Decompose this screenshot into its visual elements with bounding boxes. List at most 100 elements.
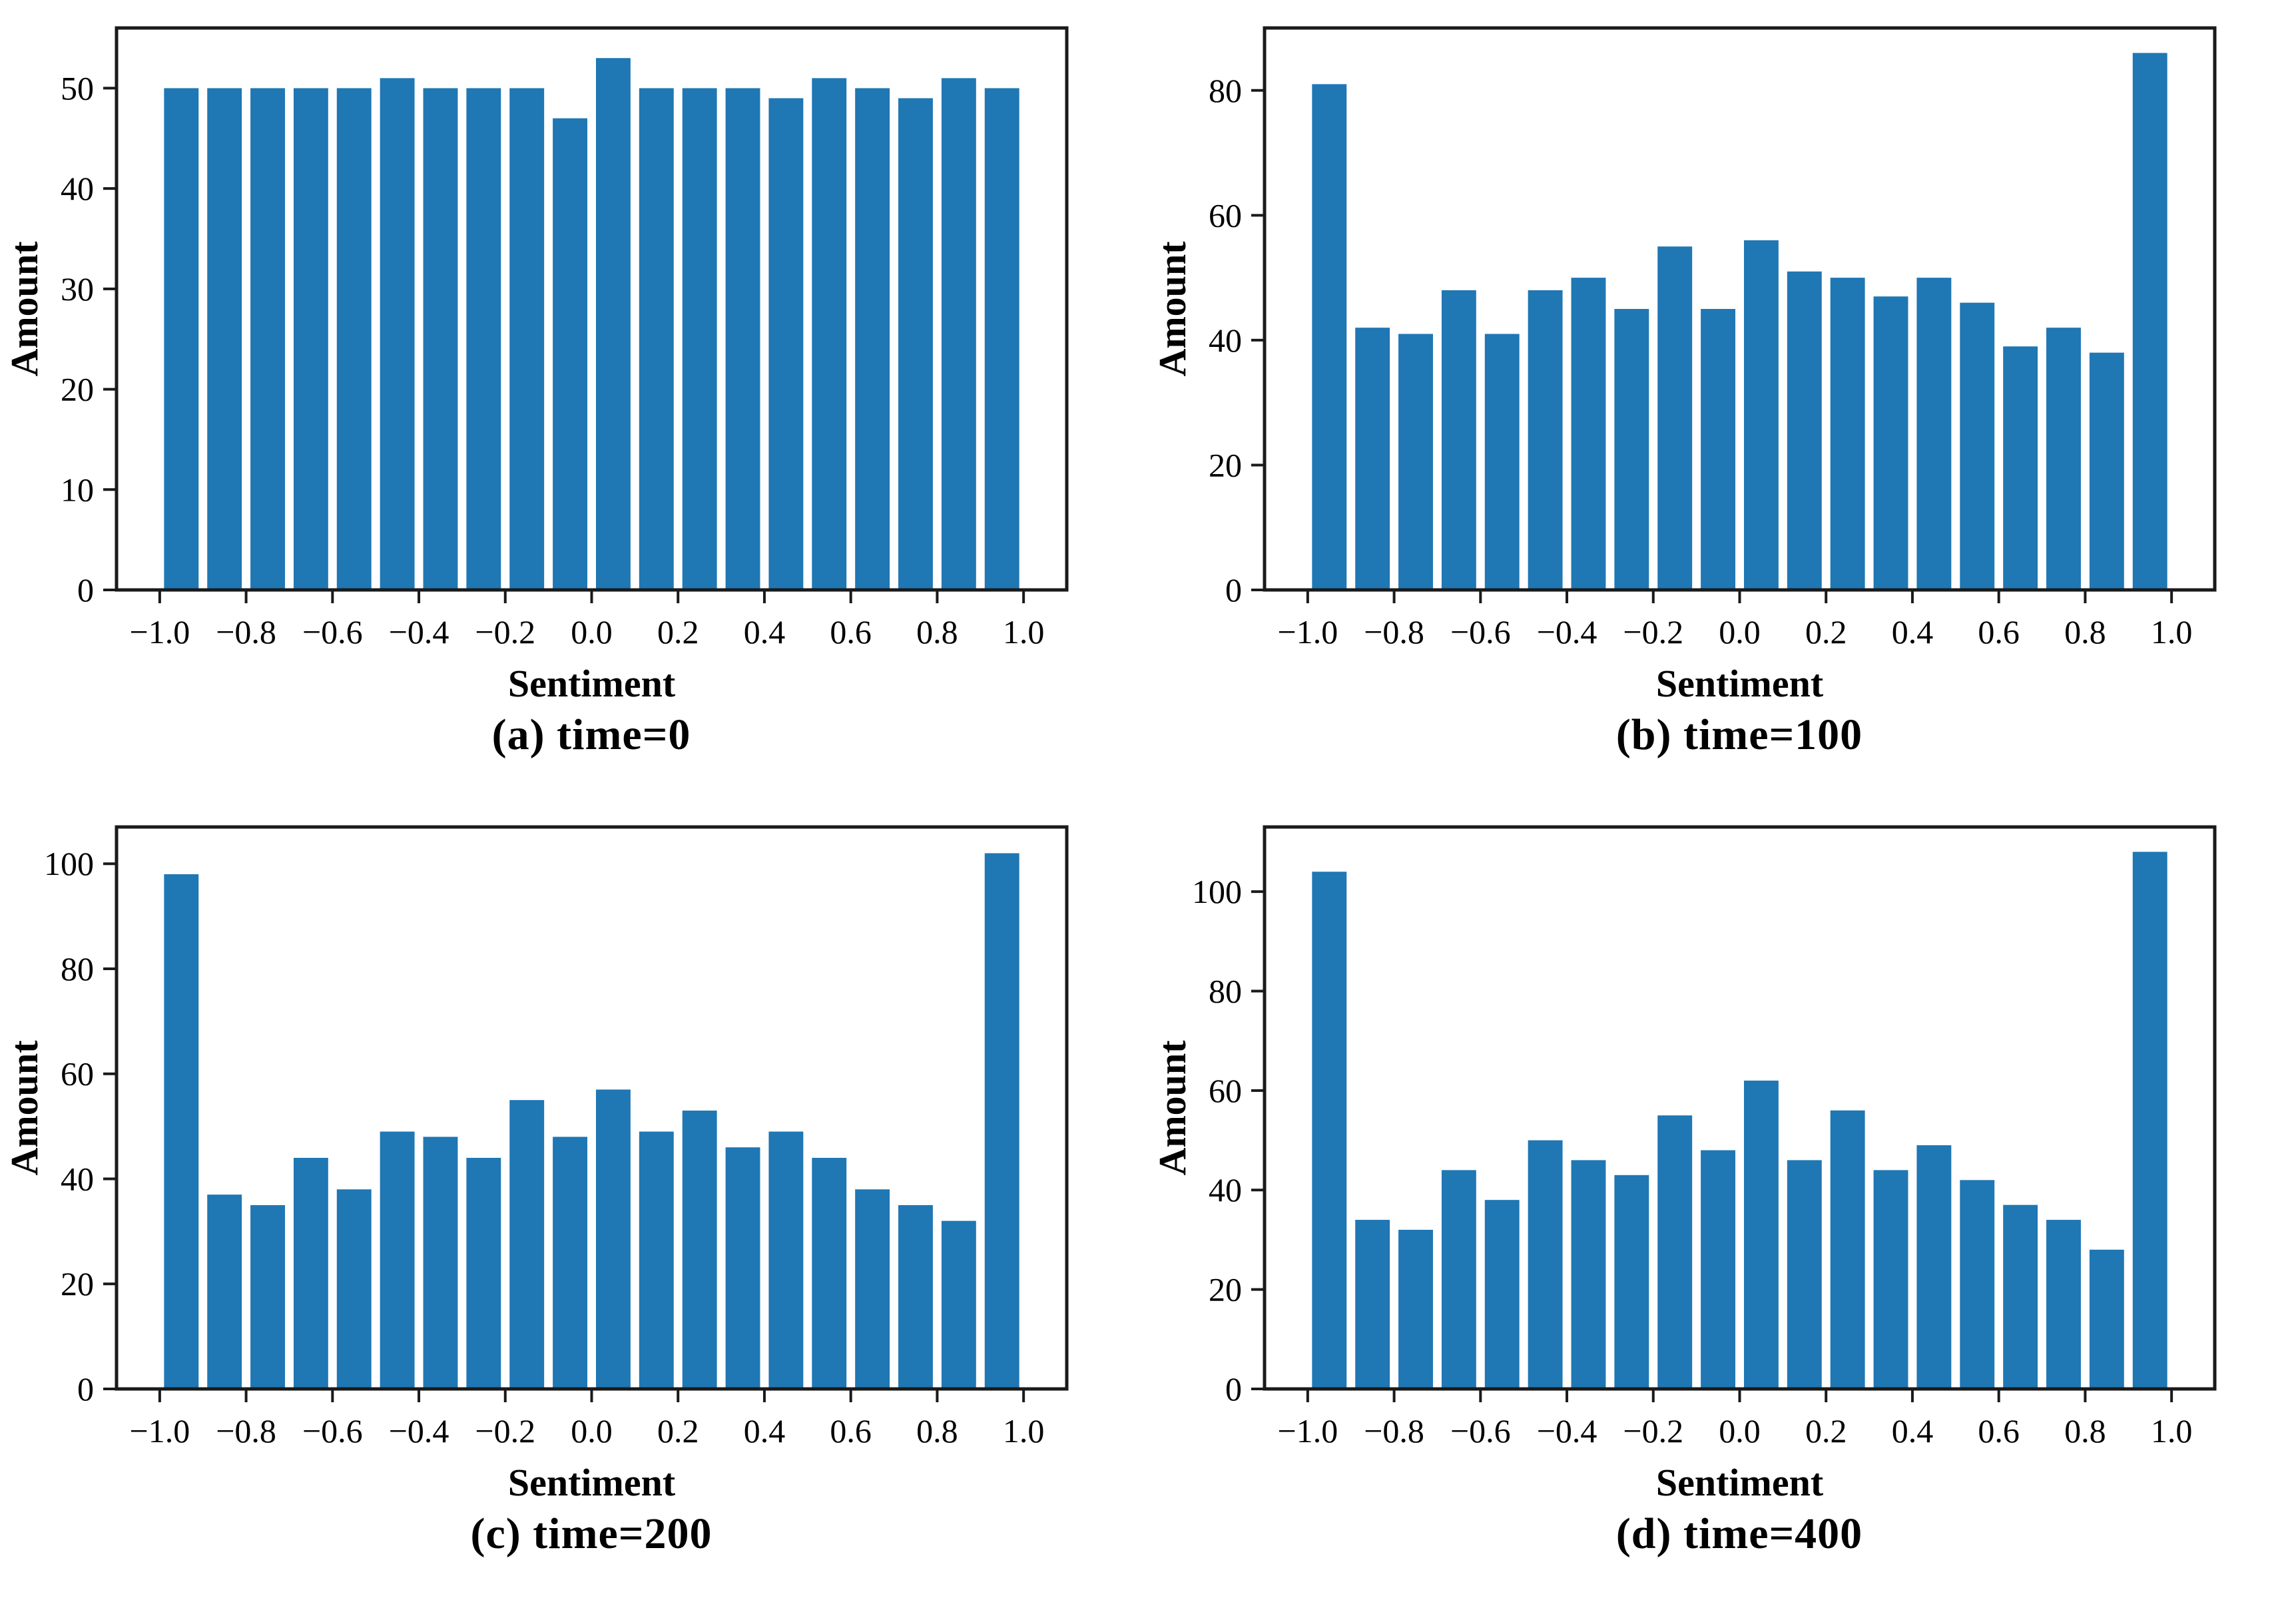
bar [336,1189,372,1389]
y-tick-label: 80 [61,950,94,987]
chart-b-time-100: −1.0 −0.8 −0.6 −0.4 −0.2 0.0 0.2 0.4 0.6 0.8 1.0 0 2… [1148,0,2296,799]
bar [1398,1229,1433,1389]
bar [466,1157,501,1389]
bar [1873,296,1908,590]
bar [1787,271,1822,590]
x-tick-label: 0.0 [1719,1412,1761,1450]
bar [1571,1160,1606,1389]
bar [1312,84,1347,590]
bar [2003,346,2038,590]
x-tick-label: −0.4 [389,613,449,651]
bar [380,78,415,591]
bar [1743,240,1779,591]
chart-d-time-400: −1.0 −0.8 −0.6 −0.4 −0.2 0.0 0.2 0.4 0.6 0.8 1.0 0 2… [1148,799,2296,1598]
x-tick-label: 0.6 [1978,613,2020,651]
x-tick-label: −1.0 [1278,613,1338,651]
y-tick-label: 80 [1209,972,1242,1009]
x-tick-label: 0.4 [744,1412,786,1450]
bar [812,78,847,591]
y-tick-label: 60 [61,1055,94,1093]
y-tick-label: 20 [61,1265,94,1302]
x-tick-label: −0.2 [475,1412,535,1450]
y-tick-label: 40 [1209,1171,1242,1208]
x-tick-label: −0.2 [1623,613,1683,651]
x-tick-label: 0.8 [916,613,958,651]
x-tick-label: 0.6 [830,1412,872,1450]
y-tick-label: 80 [1209,72,1242,109]
y-tick-label: 40 [61,1160,94,1197]
x-tick-label: 0.2 [1805,1412,1847,1450]
bar [164,874,199,1389]
x-axis-label: Sentiment [1656,662,1824,705]
x-tick-label: 0.0 [571,613,613,651]
y-tick-label: 30 [61,270,94,308]
bar [898,1204,933,1389]
bar [553,1137,588,1389]
y-axis-label: Amount [1151,1040,1194,1176]
bar [1355,1220,1390,1389]
bar [380,1131,415,1389]
y-axis-label: Amount [3,241,46,377]
y-tick-label: 20 [1209,1271,1242,1308]
x-tick-label: −0.2 [1623,1412,1683,1450]
bar [941,78,976,591]
bar [1484,334,1520,590]
bar [2132,53,2167,590]
bar [2089,1249,2124,1389]
chart-b-caption: (b) time=100 [1615,710,1863,759]
y-tick-label: 60 [1209,196,1242,234]
bar [1657,1115,1693,1389]
bar [1355,328,1390,590]
bar [2046,1220,2081,1389]
bar [768,1131,804,1389]
bar [768,98,804,590]
y-tick-label: 60 [1209,1072,1242,1109]
bar [2132,852,2167,1389]
x-tick-label: 0.0 [1719,613,1761,651]
bar [466,88,501,590]
bar [682,1110,717,1389]
y-tick-label: 50 [61,69,94,107]
x-tick-label: 0.8 [2064,613,2106,651]
x-tick-label: 0.8 [2064,1412,2106,1450]
chart-c-time-200: −1.0 −0.8 −0.6 −0.4 −0.2 0.0 0.2 0.4 0.6 0.8 1.0 0 2… [0,799,1148,1598]
x-tick-label: 1.0 [1003,1412,1045,1450]
bar [423,88,458,590]
y-tick-label: 20 [61,371,94,408]
bar [812,1157,847,1389]
chart-d-plot: −1.0 −0.8 −0.6 −0.4 −0.2 0.0 0.2 0.4 0.6 0.8 1.0 0 2… [1148,799,2296,1513]
bar [1743,1080,1779,1389]
bar [855,1189,890,1389]
chart-a-time-0: −1.0 −0.8 −0.6 −0.4 −0.2 0.0 0.2 0.4 0.6 0.8 1.0 0 1… [0,0,1148,799]
x-tick-label: −1.0 [130,1412,190,1450]
bar [725,1147,760,1389]
x-tick-label: −0.6 [1450,613,1511,651]
x-tick-label: 0.6 [1978,1412,2020,1450]
x-tick-label: 0.2 [657,613,699,651]
chart-svg: −1.0 −0.8 −0.6 −0.4 −0.2 0.0 0.2 0.4 0.6 0.8 1.0 0 2… [1151,26,2217,705]
x-tick-label: −1.0 [1278,1412,1338,1450]
bar [1830,1110,1865,1389]
bar [1571,278,1606,590]
bar [293,1157,328,1389]
x-tick-label: −0.8 [216,1412,276,1450]
x-tick-label: −0.2 [475,613,535,651]
x-tick-label: −0.8 [1364,613,1424,651]
x-tick-label: 1.0 [1003,613,1045,651]
x-tick-label: 1.0 [2151,1412,2193,1450]
x-tick-label: 0.2 [1805,613,1847,651]
y-tick-label: 100 [1192,873,1242,910]
chart-b-plot: −1.0 −0.8 −0.6 −0.4 −0.2 0.0 0.2 0.4 0.6 0.8 1.0 0 2… [1148,0,2296,714]
bar [595,58,631,590]
y-tick-label: 40 [61,170,94,207]
chart-svg: −1.0 −0.8 −0.6 −0.4 −0.2 0.0 0.2 0.4 0.6 0.8 1.0 0 2… [3,825,1069,1504]
x-tick-label: −0.4 [1537,613,1597,651]
bar [1528,290,1563,590]
x-tick-label: 0.2 [657,1412,699,1450]
y-axis-label: Amount [3,1040,46,1176]
chart-svg: −1.0 −0.8 −0.6 −0.4 −0.2 0.0 0.2 0.4 0.6 0.8 1.0 0 2… [1151,825,2217,1504]
x-tick-label: −0.6 [302,1412,363,1450]
x-tick-label: −1.0 [130,613,190,651]
x-tick-label: 0.4 [1892,613,1934,651]
